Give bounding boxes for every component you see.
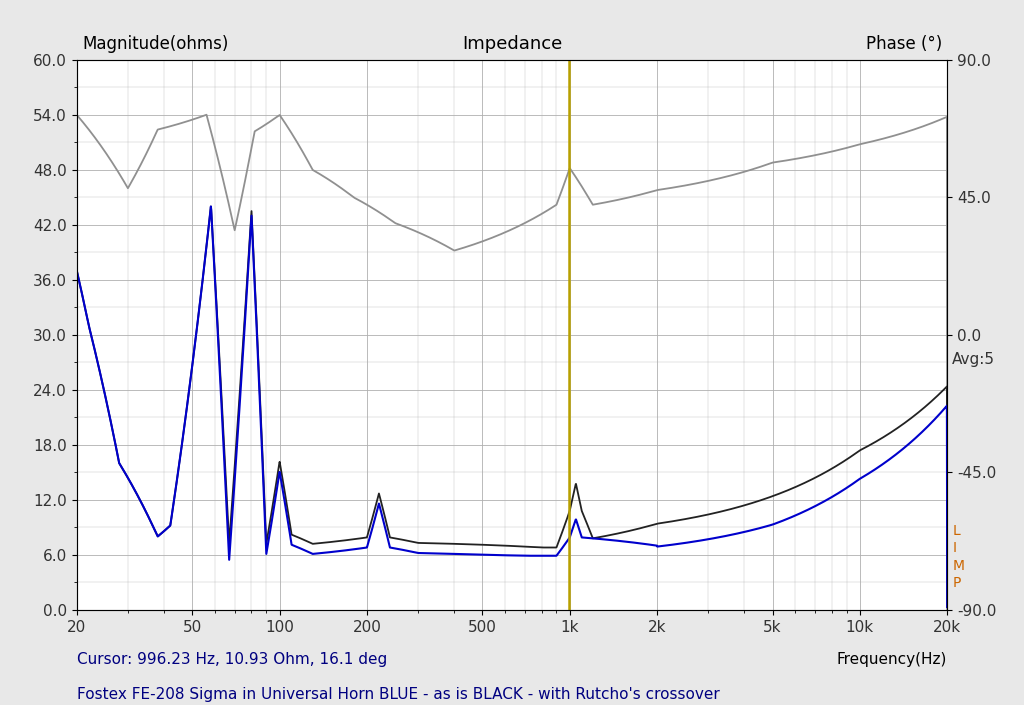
Text: Impedance: Impedance: [462, 35, 562, 53]
Text: Phase (°): Phase (°): [866, 35, 942, 53]
Text: Frequency(Hz): Frequency(Hz): [837, 652, 947, 667]
Text: Avg:5: Avg:5: [952, 352, 995, 367]
Text: L
I
M
P: L I M P: [952, 524, 965, 590]
Text: Cursor: 996.23 Hz, 10.93 Ohm, 16.1 deg: Cursor: 996.23 Hz, 10.93 Ohm, 16.1 deg: [77, 652, 387, 667]
Text: Fostex FE-208 Sigma in Universal Horn BLUE - as is BLACK - with Rutcho's crossov: Fostex FE-208 Sigma in Universal Horn BL…: [77, 687, 720, 702]
Text: Magnitude(ohms): Magnitude(ohms): [82, 35, 228, 53]
